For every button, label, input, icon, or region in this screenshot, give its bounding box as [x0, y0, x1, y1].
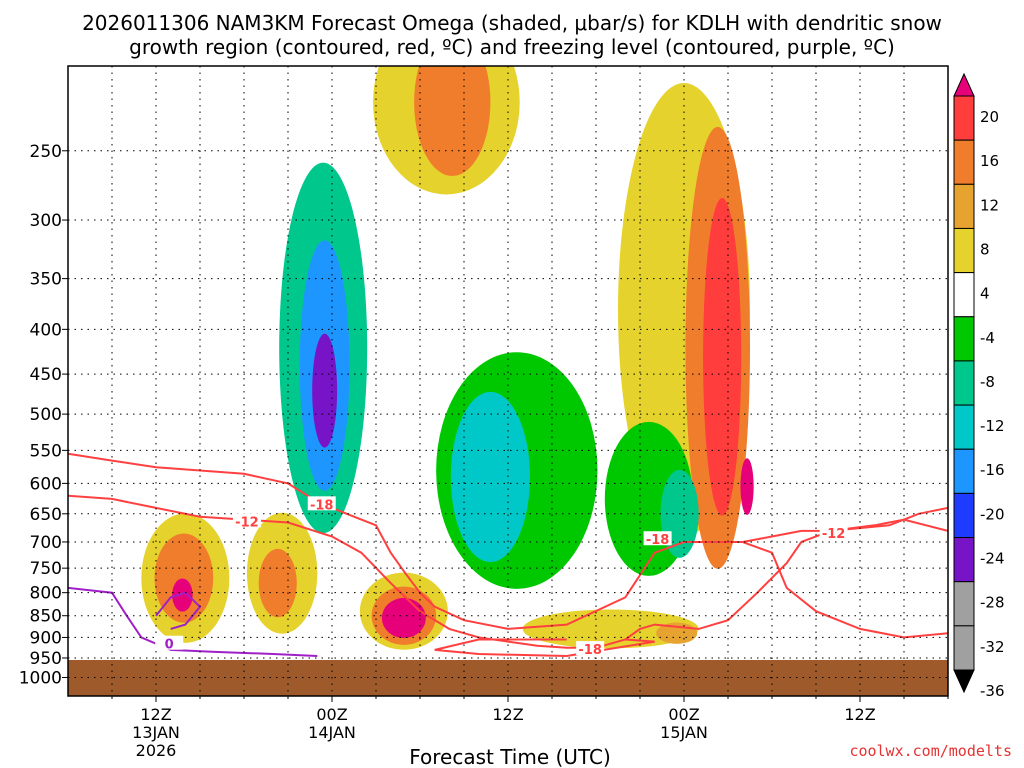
omega-region-16	[172, 578, 193, 612]
x-tick-date-1: 14JAN	[308, 723, 356, 742]
y-tick-label-10: 750	[30, 559, 62, 579]
colorbar-box-8	[953, 448, 975, 494]
colorbar-label-8: -16	[980, 461, 1005, 479]
colorbar-label-6: -8	[980, 373, 995, 391]
y-tick-label-12: 850	[30, 607, 62, 627]
colorbar-label-2: 12	[980, 196, 999, 214]
grid-lines	[68, 66, 948, 696]
x-axis-label: Forecast Time (UTC)	[409, 745, 611, 768]
colorbar-box-7	[953, 404, 975, 450]
colorbar-label-10: -24	[980, 550, 1005, 568]
colorbar-bottom-arrow	[953, 669, 975, 694]
contour-label-bg-3	[643, 531, 672, 546]
chart-title-line2: growth region (contoured, red, ºC) and f…	[129, 35, 895, 59]
colorbar-box-9	[953, 492, 975, 539]
contour-label-bg-2	[576, 641, 605, 656]
contour-18-upper	[68, 452, 948, 630]
omega-region-3	[312, 333, 338, 448]
pressure-axis: 2503003504004505005506006507007508008509…	[19, 142, 68, 688]
y-tick-label-4: 450	[30, 365, 62, 385]
colorbar: 20 16 12 8 4 -4 -8 -12 -16 -20 -24 -28 -32 -36	[953, 72, 1005, 700]
colorbar-box-last	[953, 625, 975, 671]
colorbar-label-12: -32	[980, 638, 1005, 656]
colorbar-label-5: -4	[980, 329, 995, 347]
y-tick-label-15: 1000	[19, 668, 62, 688]
contour-label-4: -12	[822, 527, 846, 542]
omega-region-5	[414, 66, 491, 177]
x-tick-label-0: 12Z	[140, 705, 171, 724]
contour-label-bg-1	[232, 513, 261, 528]
y-tick-label-9: 700	[30, 533, 62, 553]
x-tick-label-2: 12Z	[492, 705, 523, 724]
omega-region-21	[381, 597, 426, 638]
colorbar-label-11: -28	[980, 594, 1005, 612]
colorbar-box-11	[953, 581, 975, 627]
contour-label-2: -18	[578, 643, 602, 658]
colorbar-label-7: -12	[980, 417, 1005, 435]
colorbar-box-0	[953, 95, 975, 141]
colorbar-box-3	[953, 227, 975, 274]
y-tick-label-8: 650	[30, 505, 62, 525]
colorbar-box-2	[953, 183, 975, 229]
contour-label-bg-0	[307, 496, 336, 511]
y-tick-label-7: 600	[30, 474, 62, 494]
x-tick-label-3: 00Z	[668, 705, 699, 724]
y-tick-label-14: 950	[30, 649, 62, 669]
x-tick-date-3: 15JAN	[660, 723, 708, 742]
colorbar-label-3: 8	[980, 240, 990, 258]
contour-label-bg-5	[155, 635, 184, 650]
omega-region-24	[764, 396, 794, 462]
x-tick-date-0: 13JAN	[132, 723, 180, 742]
colorbar-box-4	[953, 272, 975, 318]
chart-title-line1: 2026011306 NAM3KM Forecast Omega (shaded…	[82, 11, 942, 35]
contour-labels: -18 -12 -18 -18 -12 0	[155, 496, 848, 658]
x-tick-label-4: 12Z	[844, 705, 875, 724]
y-tick-label-6: 550	[30, 441, 62, 461]
contour-18-lower	[434, 638, 655, 658]
y-tick-label-5: 500	[30, 405, 62, 425]
y-tick-label-0: 250	[30, 142, 62, 162]
colorbar-label-0: 20	[980, 108, 999, 126]
colorbar-box-10	[953, 537, 975, 583]
credit-text: coolwx.com/modelts	[849, 742, 1012, 760]
colorbar-box-1	[953, 139, 975, 185]
contour-18-right	[713, 541, 948, 639]
contour-label-3: -18	[646, 533, 670, 548]
omega-region-10	[703, 197, 742, 516]
contour-label-5: 0	[165, 638, 174, 653]
colorbar-label-13: -36	[980, 682, 1005, 700]
contour-label-1: -12	[235, 515, 259, 530]
omega-region-11	[740, 458, 754, 515]
y-tick-label-13: 900	[30, 628, 62, 648]
colorbar-top-arrow	[953, 72, 975, 97]
colorbar-box-6	[953, 360, 975, 406]
y-tick-label-1: 300	[30, 211, 62, 231]
contour-0-loop	[155, 591, 202, 630]
omega-region-7	[450, 391, 530, 563]
colorbar-label-4: 4	[980, 285, 990, 303]
y-tick-label-11: 800	[30, 584, 62, 604]
omega-region-18	[258, 548, 297, 618]
colorbar-box-5	[953, 316, 975, 362]
x-tick-label-1: 00Z	[316, 705, 347, 724]
contour-label-bg-4	[819, 525, 848, 540]
colorbar-label-9: -20	[980, 505, 1005, 523]
y-tick-label-3: 400	[30, 320, 62, 340]
colorbar-label-1: 16	[980, 152, 999, 170]
y-tick-label-2: 350	[30, 270, 62, 290]
x-tick-year-0: 2026	[136, 741, 177, 760]
contour-label-0: -18	[310, 498, 334, 513]
